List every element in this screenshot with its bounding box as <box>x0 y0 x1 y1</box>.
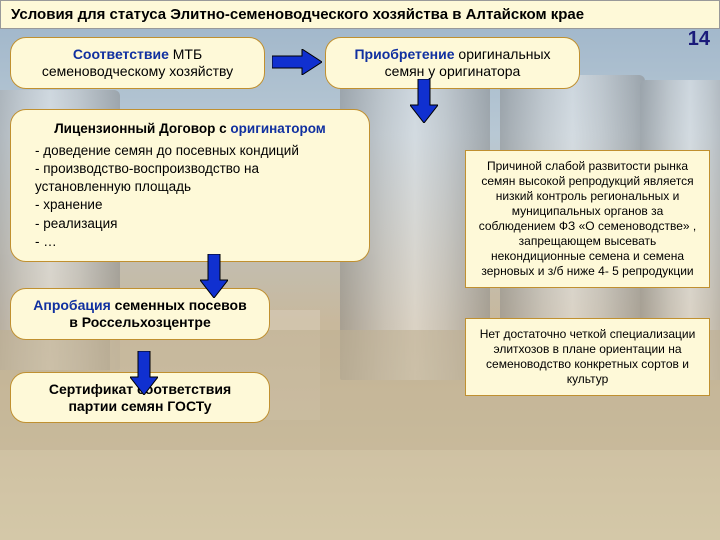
aprob-rest: семенных посевов <box>111 297 247 313</box>
mtb-blue: Соответствие <box>73 46 169 62</box>
arrow-right-icon <box>272 49 322 75</box>
license-title1: Лицензионный Договор с <box>54 121 230 136</box>
box-acquisition: Приобретение оригинальных семян у оригин… <box>325 37 580 89</box>
cert-line2: партии семян ГОСТу <box>25 398 255 415</box>
arrow-down-icon <box>130 351 158 395</box>
aprob-blue: Апробация <box>33 297 111 313</box>
page-title: Условия для статуса Элитно-семеноводческ… <box>0 0 720 29</box>
acq-blue: Приобретение <box>354 46 454 62</box>
mtb-line2: семеноводческому хозяйству <box>25 63 250 80</box>
mtb-rest: МТБ <box>169 46 202 62</box>
box-mtb: Соответствие МТБ семеноводческому хозяйс… <box>10 37 265 89</box>
arrow-down-icon <box>200 254 228 298</box>
aprob-line2: в Россельхозцентре <box>25 314 255 331</box>
arrow-down-icon <box>410 79 438 123</box>
license-item: … <box>35 233 353 251</box>
license-item: производство-воспроизводство на установл… <box>35 160 353 196</box>
license-item: хранение <box>35 196 353 214</box>
box-license: Лицензионный Договор с оригинатором дове… <box>10 109 370 263</box>
license-item: реализация <box>35 215 353 233</box>
box-aprobation: Апробация семенных посевов в Россельхозц… <box>10 288 270 340</box>
acq-rest: оригинальных <box>455 46 551 62</box>
page-number: 14 <box>688 28 710 51</box>
acq-line2: семян у оригинатора <box>340 63 565 80</box>
license-list: доведение семян до посевных кондиций про… <box>27 142 353 251</box>
license-item: доведение семян до посевных кондиций <box>35 142 353 160</box>
title-text: Условия для статуса Элитно-семеноводческ… <box>11 6 584 23</box>
license-title-blue: оригинатором <box>230 121 325 136</box>
